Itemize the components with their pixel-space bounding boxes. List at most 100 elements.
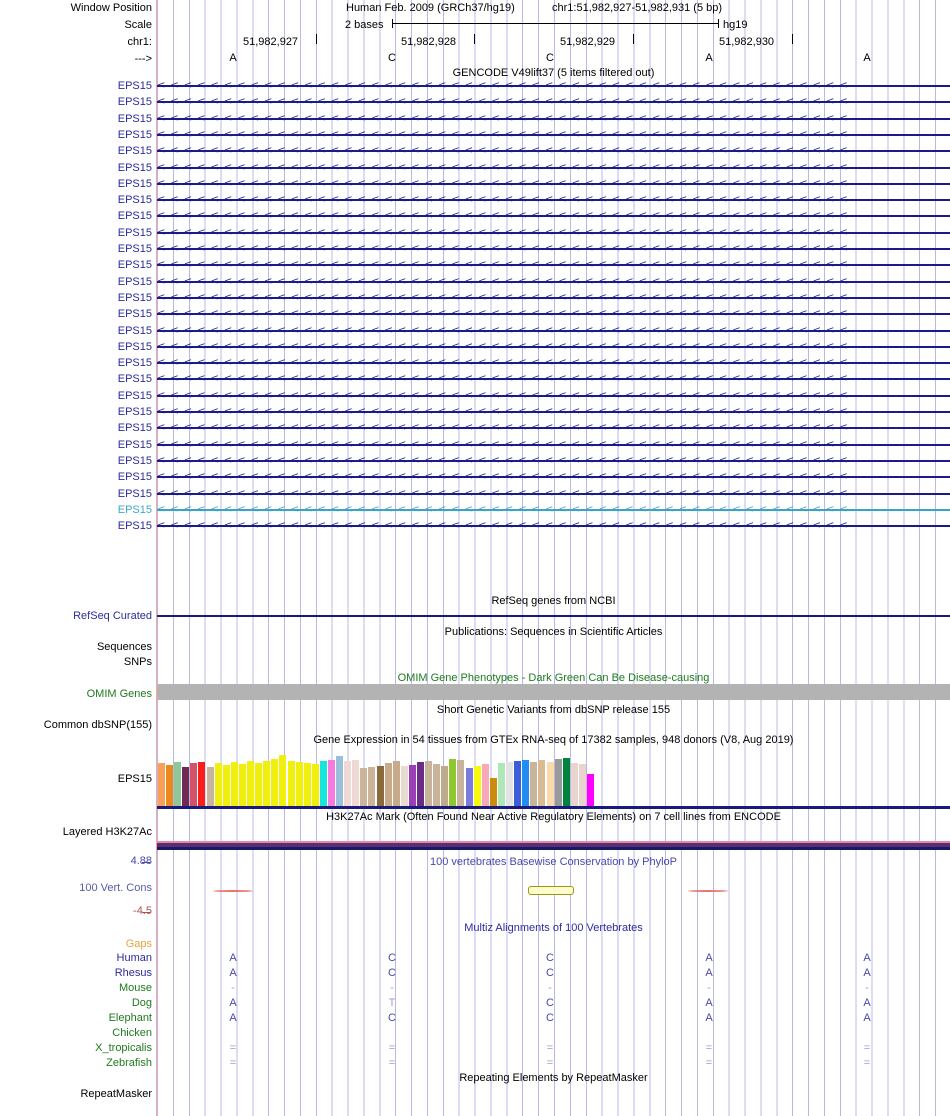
gencode-gene-label[interactable]: EPS15 [117, 210, 152, 223]
h3k27ac-label[interactable]: Layered H3K27Ac [62, 826, 152, 838]
gtex-bar[interactable] [255, 763, 263, 808]
gencode-gene-label[interactable]: EPS15 [117, 340, 152, 353]
gencode-gene-row[interactable]: <<<<<<<<<<<<<<<<<<<<<<<<<<<<<<<<<<<<<<<<… [157, 323, 950, 339]
gtex-bar[interactable] [360, 768, 368, 808]
gencode-gene-label[interactable]: EPS15 [117, 471, 152, 484]
gencode-gene-label[interactable]: EPS15 [117, 324, 152, 337]
gencode-gene-row[interactable]: <<<<<<<<<<<<<<<<<<<<<<<<<<<<<<<<<<<<<<<<… [157, 111, 950, 127]
gencode-gene-row[interactable]: <<<<<<<<<<<<<<<<<<<<<<<<<<<<<<<<<<<<<<<<… [157, 78, 950, 94]
gtex-bar[interactable] [327, 760, 335, 808]
gencode-gene-label[interactable]: EPS15 [117, 161, 152, 174]
gencode-gene-label[interactable]: EPS15 [117, 454, 152, 467]
gtex-bar[interactable] [279, 755, 287, 808]
omim-gene-bar[interactable] [157, 684, 950, 700]
gencode-gene-label[interactable]: EPS15 [117, 291, 152, 304]
gtex-bar[interactable] [408, 765, 416, 808]
gencode-gene-label[interactable]: EPS15 [117, 438, 152, 451]
gtex-bar[interactable] [538, 760, 546, 808]
gencode-gene-row[interactable]: <<<<<<<<<<<<<<<<<<<<<<<<<<<<<<<<<<<<<<<<… [157, 94, 950, 110]
gencode-gene-label[interactable]: EPS15 [117, 177, 152, 190]
gtex-bar[interactable] [489, 778, 497, 808]
gtex-bar[interactable] [417, 762, 424, 808]
gencode-gene-row[interactable]: <<<<<<<<<<<<<<<<<<<<<<<<<<<<<<<<<<<<<<<<… [157, 225, 950, 241]
gencode-gene-label[interactable]: EPS15 [117, 128, 152, 141]
multiz-species-label[interactable]: Human [116, 952, 152, 964]
gtex-bar[interactable] [352, 760, 360, 808]
gencode-gene-row[interactable]: <<<<<<<<<<<<<<<<<<<<<<<<<<<<<<<<<<<<<<<<… [157, 257, 950, 273]
gencode-gene-label[interactable]: EPS15 [117, 389, 152, 402]
gtex-bar[interactable] [368, 767, 376, 808]
gtex-bar[interactable] [400, 766, 408, 808]
gtex-bar[interactable] [166, 765, 174, 808]
gtex-bar[interactable] [182, 767, 190, 808]
gencode-gene-label[interactable]: EPS15 [117, 80, 152, 92]
gencode-gene-label[interactable]: EPS15 [117, 406, 152, 418]
gtex-bar[interactable] [481, 764, 489, 808]
gencode-gene-label[interactable]: EPS15 [117, 308, 152, 321]
gtex-bar[interactable] [295, 762, 303, 808]
gtex-bar[interactable] [554, 759, 562, 808]
multiz-species-label[interactable]: Dog [131, 997, 152, 1009]
gtex-bar[interactable] [319, 761, 327, 808]
gtex-bar[interactable] [514, 761, 522, 808]
gtex-bar[interactable] [158, 763, 165, 808]
gtex-bar[interactable] [311, 764, 319, 808]
gtex-barchart[interactable] [0, 751, 950, 808]
gtex-bar[interactable] [206, 767, 214, 808]
multiz-species-label[interactable]: X_tropicalis [95, 1042, 152, 1054]
gencode-gene-label[interactable]: EPS15 [117, 226, 152, 239]
gtex-bar[interactable] [247, 761, 255, 808]
gtex-bar[interactable] [384, 763, 392, 808]
gencode-gene-label[interactable]: EPS15 [117, 503, 152, 516]
gtex-bar[interactable] [303, 763, 311, 808]
gtex-bar[interactable] [376, 766, 384, 808]
multiz-species-label[interactable]: Zebrafish [106, 1057, 152, 1069]
gencode-gene-label[interactable]: EPS15 [117, 145, 152, 158]
gtex-bar[interactable] [344, 761, 352, 808]
gencode-gene-row[interactable]: <<<<<<<<<<<<<<<<<<<<<<<<<<<<<<<<<<<<<<<<… [157, 388, 950, 404]
gencode-gene-label[interactable]: EPS15 [117, 259, 152, 272]
gtex-bar[interactable] [562, 758, 570, 808]
gencode-gene-row[interactable]: <<<<<<<<<<<<<<<<<<<<<<<<<<<<<<<<<<<<<<<<… [157, 502, 950, 518]
gencode-gene-row[interactable]: <<<<<<<<<<<<<<<<<<<<<<<<<<<<<<<<<<<<<<<<… [157, 420, 950, 436]
dbsnp-label[interactable]: Common dbSNP(155) [43, 719, 152, 731]
multiz-gaps-label[interactable]: Gaps [125, 938, 152, 950]
gtex-bar[interactable] [190, 763, 198, 808]
gtex-bar[interactable] [449, 759, 457, 808]
gtex-bar[interactable] [522, 760, 530, 808]
gencode-gene-row[interactable]: <<<<<<<<<<<<<<<<<<<<<<<<<<<<<<<<<<<<<<<<… [157, 160, 950, 176]
gtex-bar[interactable] [506, 762, 514, 808]
gtex-gene-label[interactable]: EPS15 [117, 773, 152, 785]
gencode-gene-row[interactable]: <<<<<<<<<<<<<<<<<<<<<<<<<<<<<<<<<<<<<<<<… [157, 371, 950, 387]
gtex-bar[interactable] [336, 756, 344, 808]
gencode-gene-label[interactable]: EPS15 [117, 422, 152, 435]
gtex-bar[interactable] [457, 760, 465, 808]
gtex-bar[interactable] [465, 768, 473, 808]
gtex-bar[interactable] [392, 761, 400, 808]
gencode-gene-label[interactable]: EPS15 [117, 520, 152, 533]
gencode-gene-row[interactable]: <<<<<<<<<<<<<<<<<<<<<<<<<<<<<<<<<<<<<<<<… [157, 518, 950, 534]
gtex-bar[interactable] [222, 765, 230, 808]
gtex-bar[interactable] [546, 762, 554, 808]
refseq-curated-label[interactable]: RefSeq Curated [73, 610, 152, 622]
conservation-label[interactable]: 100 Vert. Cons [79, 882, 152, 894]
gencode-gene-row[interactable]: <<<<<<<<<<<<<<<<<<<<<<<<<<<<<<<<<<<<<<<<… [157, 290, 950, 306]
omim-genes-label[interactable]: OMIM Genes [86, 688, 152, 700]
gencode-gene-row[interactable]: <<<<<<<<<<<<<<<<<<<<<<<<<<<<<<<<<<<<<<<<… [157, 355, 950, 371]
gencode-gene-label[interactable]: EPS15 [117, 112, 152, 125]
gtex-bar[interactable] [174, 762, 182, 808]
gencode-gene-row[interactable]: <<<<<<<<<<<<<<<<<<<<<<<<<<<<<<<<<<<<<<<<… [157, 306, 950, 322]
gencode-gene-row[interactable]: <<<<<<<<<<<<<<<<<<<<<<<<<<<<<<<<<<<<<<<<… [157, 453, 950, 469]
gtex-bar[interactable] [271, 759, 279, 808]
gtex-bar[interactable] [238, 764, 246, 808]
gencode-gene-label[interactable]: EPS15 [117, 96, 152, 109]
gencode-gene-row[interactable]: <<<<<<<<<<<<<<<<<<<<<<<<<<<<<<<<<<<<<<<<… [157, 437, 950, 453]
gencode-gene-row[interactable]: <<<<<<<<<<<<<<<<<<<<<<<<<<<<<<<<<<<<<<<<… [157, 176, 950, 192]
gtex-bar[interactable] [287, 761, 295, 808]
publications-snps-label[interactable]: SNPs [123, 656, 152, 668]
gencode-gene-label[interactable]: EPS15 [117, 275, 152, 288]
gencode-gene-row[interactable]: <<<<<<<<<<<<<<<<<<<<<<<<<<<<<<<<<<<<<<<<… [157, 241, 950, 257]
gtex-bar[interactable] [473, 766, 481, 808]
multiz-species-label[interactable]: Rhesus [114, 967, 152, 979]
gencode-gene-row[interactable]: <<<<<<<<<<<<<<<<<<<<<<<<<<<<<<<<<<<<<<<<… [157, 127, 950, 143]
